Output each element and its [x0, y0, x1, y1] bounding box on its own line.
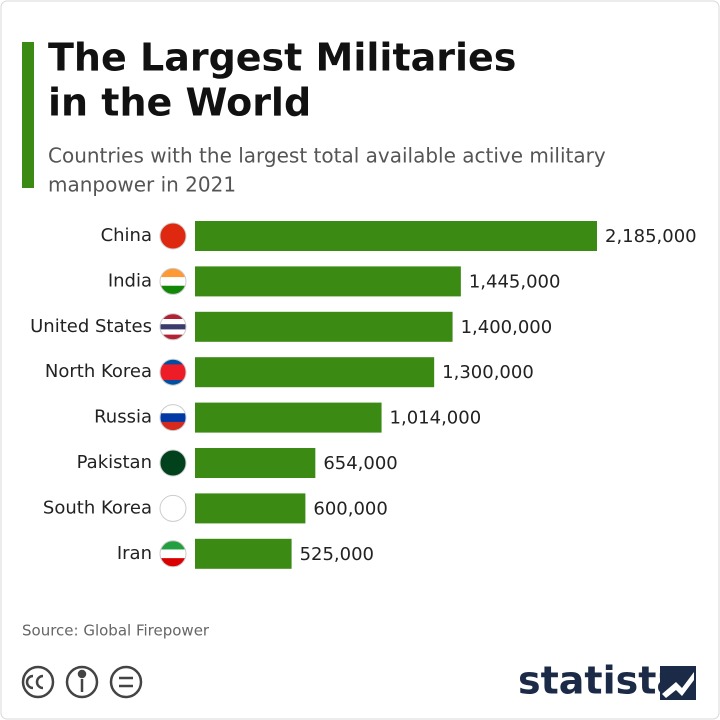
value-label: 1,445,000	[469, 271, 561, 292]
bar	[195, 266, 461, 297]
flag	[160, 450, 186, 476]
flag-stripe	[160, 277, 186, 287]
flag	[160, 540, 186, 567]
flag-stripe	[160, 549, 186, 559]
flag-border	[159, 358, 187, 386]
flag-border	[159, 222, 187, 250]
flag-border	[159, 313, 187, 341]
value-label: 525,000	[300, 544, 374, 565]
flag-stripe	[160, 334, 186, 340]
flag-stripe	[160, 329, 186, 336]
chart-title: in the World	[48, 81, 311, 125]
flag-stripe	[160, 413, 186, 423]
flag-stripe	[160, 364, 186, 381]
chart-title: The Largest Militaries	[48, 36, 516, 80]
flag-border	[159, 494, 187, 522]
chart-subtitle: Countries with the largest total availab…	[48, 144, 606, 168]
flag	[160, 404, 186, 431]
flag-stripe	[160, 421, 186, 431]
category-label: United States	[30, 316, 152, 337]
flag-stripe	[160, 285, 186, 295]
value-label: 1,400,000	[461, 317, 553, 338]
flag-border	[159, 540, 187, 568]
flag-stripe	[160, 268, 186, 278]
flag-stripe	[160, 313, 186, 320]
bar	[195, 402, 382, 433]
flag-stripe	[160, 495, 186, 522]
category-label: North Korea	[45, 361, 152, 382]
flag	[160, 268, 186, 295]
bar	[195, 493, 306, 524]
source: Source: Global Firepower	[22, 622, 210, 640]
chart-subtitle: manpower in 2021	[48, 173, 236, 197]
category-label: South Korea	[43, 497, 152, 518]
category-label: Russia	[94, 407, 152, 428]
flag-stripe	[160, 319, 186, 325]
category-label: India	[108, 270, 152, 291]
value-label: 1,014,000	[390, 408, 482, 429]
value-label: 600,000	[313, 498, 387, 519]
flag-border	[159, 267, 187, 295]
category-label: Pakistan	[77, 452, 152, 473]
brand: statista	[518, 659, 682, 703]
flag-border	[159, 404, 187, 432]
value-label: 654,000	[323, 453, 397, 474]
category-label: China	[101, 225, 152, 246]
bar	[195, 311, 453, 342]
value-label: 1,300,000	[442, 362, 534, 383]
value-label: 2,185,000	[605, 226, 697, 247]
flag-stripe	[160, 359, 186, 365]
license-icons	[21, 665, 143, 699]
bar	[195, 221, 597, 251]
title-accent	[22, 42, 34, 188]
bar	[195, 357, 435, 388]
brand-logo	[660, 666, 696, 700]
category-label: Iran	[117, 543, 152, 564]
flag-stripe	[160, 540, 186, 550]
flag	[160, 359, 186, 386]
flag-border	[159, 449, 187, 477]
flag-stripe	[160, 404, 186, 414]
flag-stripe	[160, 223, 186, 249]
flag-stripe	[160, 558, 186, 567]
flag	[160, 495, 186, 522]
bar	[195, 448, 316, 478]
flag	[160, 313, 186, 340]
bar	[195, 538, 292, 569]
flag-stripe	[160, 324, 186, 330]
flag	[160, 223, 186, 249]
flag-stripe	[160, 450, 186, 476]
flag-stripe	[160, 380, 186, 386]
